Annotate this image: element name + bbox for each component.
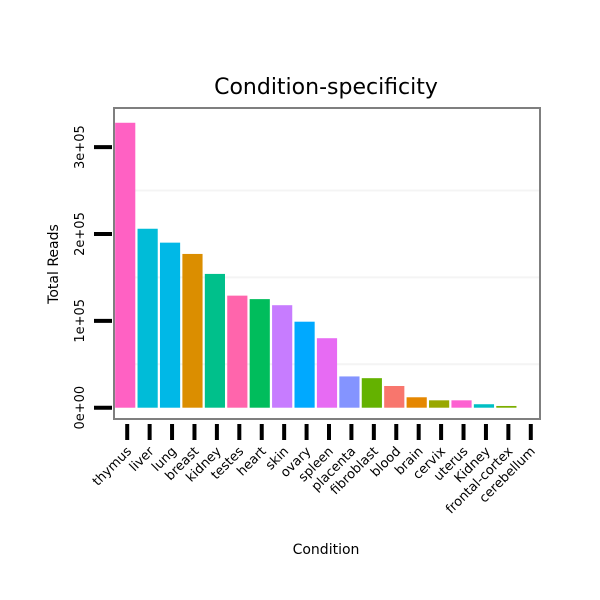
- bar-lung: [159, 242, 181, 408]
- bar-ovary: [294, 321, 315, 408]
- bar-thymus: [115, 122, 136, 408]
- bar-frontal-cortex: [496, 405, 517, 408]
- bar-uterus: [451, 400, 472, 408]
- bar-liver: [137, 228, 158, 408]
- bar-spleen: [316, 338, 338, 408]
- x-axis: thymusliverlungbreastkidneytestesheartsk…: [90, 424, 539, 517]
- x-axis-title: Condition: [293, 542, 360, 558]
- bar-Kidney: [473, 404, 495, 408]
- bar-brain: [406, 397, 427, 408]
- bar-blood: [384, 385, 405, 408]
- chart-title: Condition-specificity: [214, 75, 438, 100]
- plot-frame: [113, 107, 541, 420]
- bar-kidney: [204, 273, 225, 408]
- bar-cervix: [429, 400, 450, 408]
- bar-testes: [227, 295, 248, 408]
- y-tick-label: 2e+05: [73, 212, 88, 256]
- y-tick-label: 1e+05: [73, 299, 88, 343]
- bar-skin: [272, 305, 293, 408]
- bar-placenta: [339, 376, 360, 408]
- bar-fibroblast: [361, 378, 382, 408]
- bars: [115, 122, 517, 408]
- bar-heart: [249, 299, 270, 408]
- y-axis: 0e+00 1e+05 2e+05 3e+05: [73, 125, 112, 430]
- y-axis-title: Total Reads: [46, 224, 62, 305]
- y-tick-label: 3e+05: [73, 125, 88, 169]
- bar-breast: [182, 253, 203, 408]
- y-tick-label: 0e+00: [73, 386, 88, 430]
